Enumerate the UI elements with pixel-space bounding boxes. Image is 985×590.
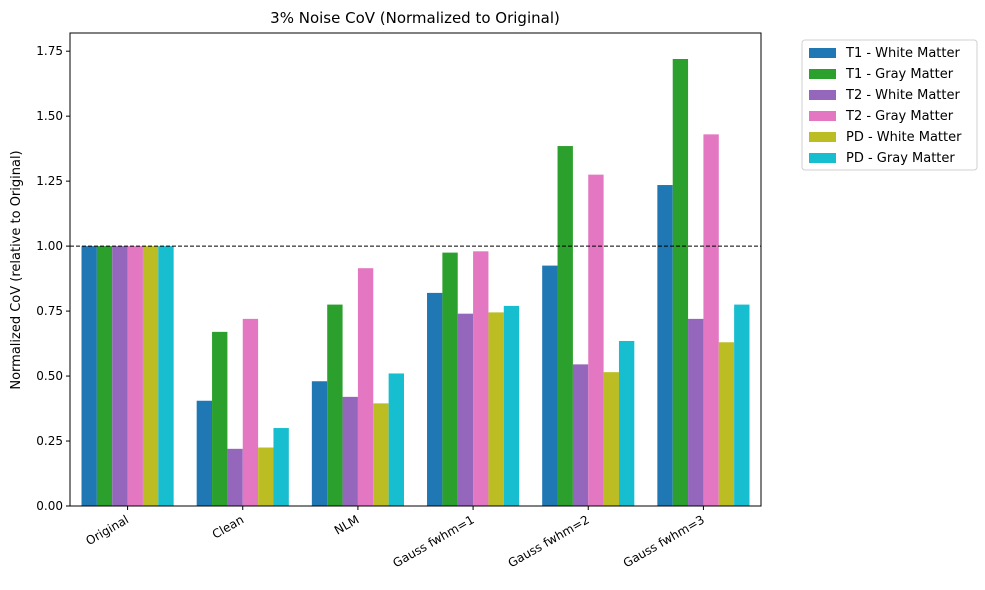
y-tick-label: 0.75	[36, 304, 63, 318]
bar-t2-white-matter-4	[572, 364, 589, 506]
bar-t2-gray-matter-5	[703, 134, 719, 507]
bar-pd-gray-matter-1	[273, 428, 289, 506]
bar-pd-white-matter-0	[142, 246, 159, 507]
x-tick-label: Gauss fwhm=3	[621, 512, 707, 570]
y-tick-label: 1.25	[36, 174, 63, 188]
legend-frame	[801, 39, 978, 171]
legend-swatch	[809, 69, 836, 79]
y-tick-label: 1.50	[36, 109, 63, 123]
bar-pd-white-matter-2	[373, 403, 389, 506]
legend-label: T2 - Gray Matter	[845, 109, 954, 124]
bar-t1-gray-matter-3	[442, 252, 458, 506]
bar-pd-gray-matter-0	[158, 246, 174, 507]
x-tick-label: Clean	[210, 512, 246, 541]
chart-title: 3% Noise CoV (Normalized to Original)	[270, 9, 560, 27]
x-tick-label: NLM	[332, 512, 362, 537]
bar-t2-white-matter-3	[457, 313, 474, 506]
bar-t1-white-matter-2	[311, 381, 328, 506]
legend-swatch	[809, 48, 836, 58]
y-tick-label: 0.25	[36, 434, 63, 448]
bar-pd-white-matter-3	[488, 312, 504, 506]
bar-t2-gray-matter-4	[588, 174, 604, 506]
legend-label: T1 - Gray Matter	[845, 67, 954, 82]
legend-swatch	[809, 90, 836, 100]
bar-pd-gray-matter-5	[734, 304, 750, 506]
bar-pd-gray-matter-3	[503, 305, 520, 506]
bar-t2-gray-matter-1	[242, 318, 259, 506]
x-tick-label: Gauss fwhm=2	[506, 512, 592, 570]
legend-label: T1 - White Matter	[845, 46, 960, 61]
y-tick-label: 0.00	[36, 499, 63, 513]
legend-swatch	[809, 153, 836, 163]
legend-label: PD - White Matter	[846, 130, 962, 145]
legend: T1 - White Matter T1 - Gray Matter T2 - Wh…	[801, 39, 978, 171]
bar-pd-white-matter-4	[603, 372, 619, 506]
bar-pd-gray-matter-4	[618, 340, 635, 506]
y-axis-title: Normalized CoV (relative to Original)	[9, 150, 24, 389]
x-tick-label: Original	[83, 512, 131, 548]
bar-t1-gray-matter-1	[212, 331, 228, 506]
bars-layer	[81, 58, 750, 507]
bar-t2-gray-matter-0	[127, 246, 143, 507]
bar-t1-gray-matter-4	[557, 146, 573, 507]
legend-swatch	[809, 132, 836, 142]
bar-t1-white-matter-0	[81, 246, 97, 507]
y-tick-label: 0.50	[36, 369, 63, 383]
bar-t1-gray-matter-2	[327, 304, 343, 506]
bar-pd-white-matter-1	[258, 447, 274, 506]
bar-t2-gray-matter-3	[473, 251, 489, 506]
bar-t2-white-matter-1	[227, 448, 243, 506]
bar-t1-white-matter-1	[196, 400, 213, 506]
y-tick-label: 1.75	[36, 44, 63, 58]
legend-label: T2 - White Matter	[845, 88, 960, 103]
bar-pd-gray-matter-2	[388, 373, 404, 506]
bar-pd-white-matter-5	[718, 342, 735, 506]
y-tick-label: 1.00	[36, 239, 63, 253]
bar-t2-gray-matter-2	[357, 268, 374, 506]
bar-t1-gray-matter-0	[96, 246, 113, 507]
bar-t2-white-matter-0	[112, 246, 128, 507]
legend-swatch	[809, 111, 836, 121]
bar-t1-white-matter-4	[542, 265, 558, 506]
bar-t1-white-matter-3	[427, 292, 443, 506]
legend-label: PD - Gray Matter	[846, 151, 955, 166]
bar-t2-white-matter-5	[688, 318, 704, 506]
bar-t1-gray-matter-5	[672, 58, 689, 507]
bar-t1-white-matter-5	[657, 185, 673, 507]
x-tick-label: Gauss fwhm=1	[390, 512, 476, 570]
bar-t2-white-matter-2	[342, 396, 358, 506]
plot-frame	[69, 32, 762, 507]
